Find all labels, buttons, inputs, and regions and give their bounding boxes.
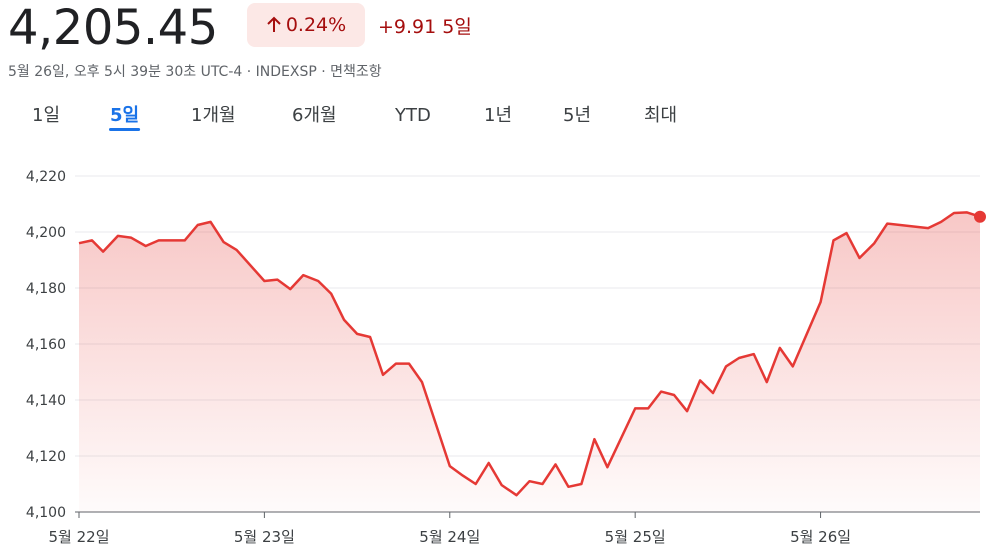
change-pct: 0.24% xyxy=(285,14,347,36)
y-tick-label: 4,220 xyxy=(26,169,66,185)
y-tick-label: 4,100 xyxy=(26,505,66,521)
x-tick-label: 5월 24일 xyxy=(419,528,480,546)
y-tick-label: 4,160 xyxy=(26,337,66,353)
tab[interactable]: YTD xyxy=(394,105,431,126)
period: 5일 xyxy=(442,16,472,38)
tab[interactable]: 6개월 xyxy=(292,105,337,126)
y-tick-label: 4,120 xyxy=(26,449,66,465)
tab-underline xyxy=(109,128,141,131)
area xyxy=(79,212,980,512)
change-pill: 0.24% xyxy=(247,3,365,47)
change: +9.91 5일 xyxy=(378,12,472,39)
tab[interactable]: 5년 xyxy=(563,105,591,126)
subtitle: 5월 26일, 오후 5시 39분 30초 UTC-4 · INDEXSP · … xyxy=(8,64,382,80)
price: 4,205.45 xyxy=(8,0,218,56)
tab[interactable]: 최대 xyxy=(644,105,677,126)
y-tick-label: 4,180 xyxy=(26,281,66,297)
x-tick-label: 5월 23일 xyxy=(234,528,295,546)
last-point xyxy=(974,210,986,223)
x-tick-label: 5월 22일 xyxy=(49,528,110,546)
tab[interactable]: 1일 xyxy=(32,105,60,126)
change-abs: +9.91 xyxy=(378,16,437,38)
x-tick-label: 5월 26일 xyxy=(790,528,851,546)
y-tick-label: 4,200 xyxy=(26,225,66,241)
up-arrow xyxy=(267,16,281,32)
tab[interactable]: 1개월 xyxy=(191,105,236,126)
line xyxy=(78,211,981,497)
tab[interactable]: 5일 xyxy=(110,105,139,126)
tab[interactable]: 1년 xyxy=(484,105,512,126)
x-tick-label: 5월 25일 xyxy=(605,528,666,546)
y-tick-label: 4,140 xyxy=(26,393,66,409)
